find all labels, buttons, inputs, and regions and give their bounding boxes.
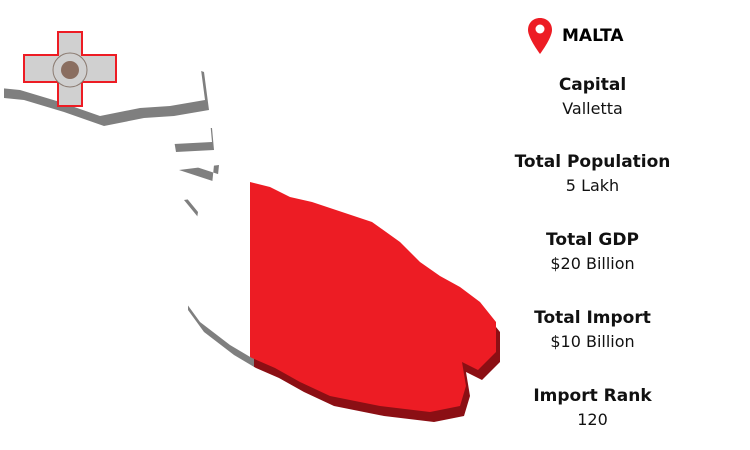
fact-label: Total GDP xyxy=(546,230,639,250)
george-cross-emblem xyxy=(23,31,117,107)
fact-value: $10 Billion xyxy=(550,332,635,351)
fact-import: Total Import $10 Billion xyxy=(505,308,680,351)
fact-value: 5 Lakh xyxy=(565,176,620,195)
fact-value: Valletta xyxy=(562,99,623,118)
country-header: MALTA xyxy=(528,18,624,54)
comino-island xyxy=(170,118,214,152)
map-pin-icon xyxy=(528,18,552,54)
main-island xyxy=(175,155,500,422)
fact-label: Capital xyxy=(558,75,627,95)
fact-import-rank: Import Rank 120 xyxy=(505,386,680,429)
fact-label: Total Import xyxy=(534,308,651,328)
country-name: MALTA xyxy=(562,26,624,46)
fact-population: Total Population 5 Lakh xyxy=(505,152,680,195)
fact-capital: Capital Valletta xyxy=(505,75,680,118)
fact-gdp: Total GDP $20 Billion xyxy=(505,230,680,273)
fact-label: Import Rank xyxy=(533,386,652,406)
fact-value: 120 xyxy=(577,410,608,429)
fact-label: Total Population xyxy=(514,152,671,172)
fact-value: $20 Billion xyxy=(550,254,635,273)
